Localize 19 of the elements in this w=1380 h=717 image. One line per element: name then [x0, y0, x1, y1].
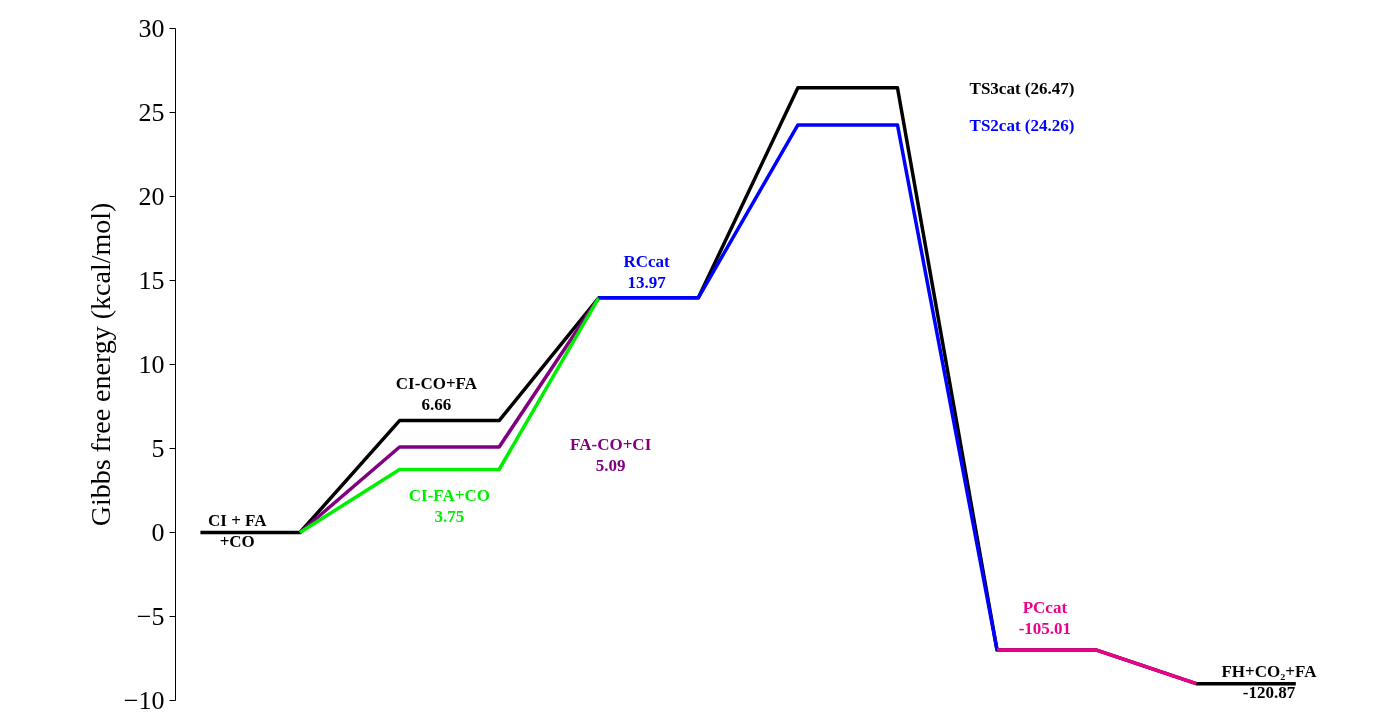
annotation: FH+CO₂+FA -120.87	[1221, 662, 1318, 702]
annotation: TS3cat (26.47)	[969, 78, 1075, 98]
annotation: RCcat 13.97	[623, 252, 670, 293]
annotation: TS2cat (24.26)	[969, 115, 1075, 135]
annotation: CI + FA +CO	[208, 511, 268, 552]
y-axis-title: Gibbs free energy (kcal/mol)	[84, 202, 116, 527]
y-tick-label: 10	[138, 350, 165, 379]
y-tick-label: 0	[151, 518, 165, 547]
y-tick-label: 25	[138, 98, 165, 127]
y-tick-label: 20	[138, 182, 165, 211]
annotation: PCcat -105.01	[1018, 598, 1072, 639]
y-tick-label: −10	[123, 686, 165, 715]
y-tick-label: 30	[138, 14, 165, 43]
annotation: CI-FA+CO 3.75	[408, 485, 490, 526]
annotation: FA-CO+CI 5.09	[570, 434, 652, 475]
y-tick-label: −5	[136, 602, 165, 631]
annotation: CI-CO+FA 6.66	[395, 374, 478, 415]
y-tick-label: 15	[138, 266, 165, 295]
y-tick-label: 5	[151, 434, 165, 463]
